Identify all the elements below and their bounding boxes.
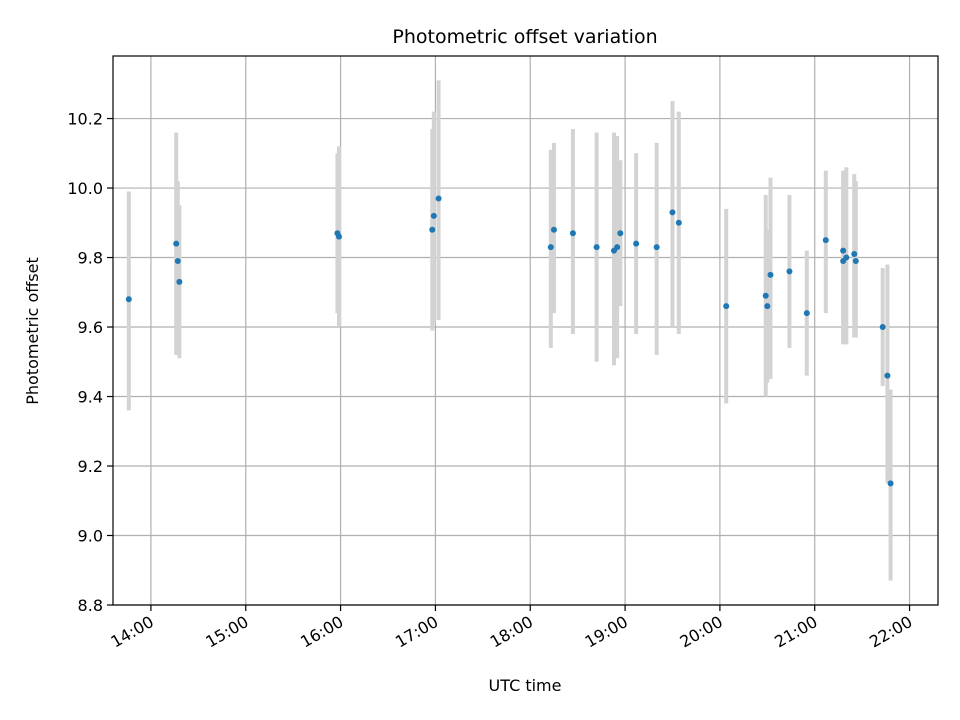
y-tick-label: 10.2 [67, 110, 103, 129]
data-point [593, 244, 600, 251]
data-point [336, 233, 343, 240]
y-tick-label: 9.0 [78, 527, 103, 546]
y-tick-label: 9.2 [78, 457, 103, 476]
data-point [675, 219, 682, 226]
data-point [884, 372, 891, 379]
data-point [547, 244, 554, 251]
data-point [852, 258, 859, 265]
data-point [822, 237, 829, 244]
data-point [851, 251, 858, 258]
data-point [879, 324, 886, 331]
y-tick-label: 9.4 [78, 388, 103, 407]
data-point [764, 303, 771, 310]
plot-area-frame [112, 55, 939, 606]
data-point [887, 480, 894, 487]
data-points [125, 195, 894, 487]
data-point [429, 226, 436, 233]
data-point [174, 258, 181, 265]
data-point [176, 278, 183, 285]
data-point [840, 247, 847, 254]
data-point [550, 226, 557, 233]
data-point [786, 268, 793, 275]
data-point [723, 303, 730, 310]
y-axis-ticks: 8.8 9.0 9.2 9.4 9.6 9.8 10.0 10.2 [67, 110, 113, 615]
data-point [125, 296, 132, 303]
data-point [653, 244, 660, 251]
data-point [569, 230, 576, 237]
data-point [803, 310, 810, 317]
y-tick-label: 10.0 [67, 179, 103, 198]
data-point [173, 240, 180, 247]
y-tick-label: 9.6 [78, 318, 103, 337]
data-point [430, 212, 437, 219]
data-point [843, 254, 850, 261]
data-point [767, 271, 774, 278]
x-axis-label: UTC time [489, 676, 562, 695]
data-point [669, 209, 676, 216]
data-point [617, 230, 624, 237]
chart-title: Photometric offset variation [392, 26, 657, 48]
data-point [614, 244, 621, 251]
data-point [435, 195, 442, 202]
grid-lines [113, 56, 938, 606]
y-tick-label: 8.8 [78, 596, 103, 615]
data-point [762, 292, 769, 299]
y-axis-label: Photometric offset [23, 257, 42, 405]
data-point [633, 240, 640, 247]
y-tick-label: 9.8 [78, 249, 103, 268]
